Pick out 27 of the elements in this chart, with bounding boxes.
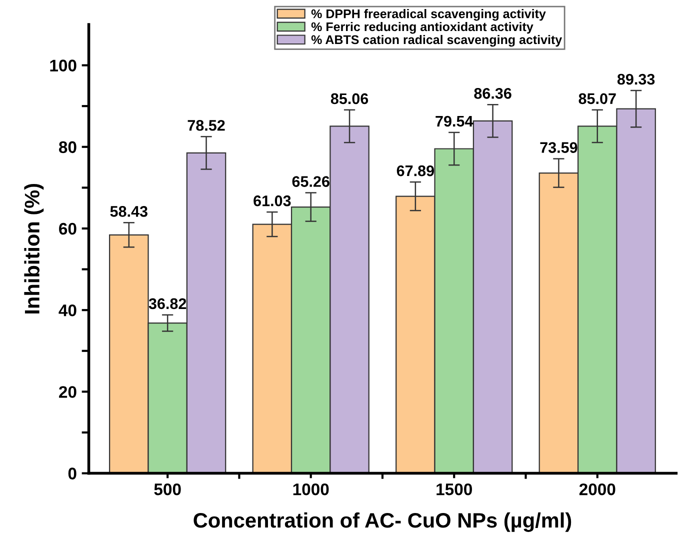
- x-axis-title: Concentration of AC- CuO NPs (µg/ml): [194, 512, 572, 532]
- data-label: 58.43: [110, 206, 148, 217]
- data-label: 85.06: [330, 93, 368, 104]
- legend-label: % Ferric reducing antioxidant activity: [311, 22, 534, 34]
- legend-label: % DPPH freeradical scavenging activity: [311, 9, 546, 21]
- y-tick-label: 100: [50, 60, 76, 72]
- data-label: 73.59: [540, 142, 578, 153]
- y-tick-label: 80: [58, 141, 76, 154]
- data-label: 65.26: [292, 176, 330, 187]
- data-label: 85.07: [578, 93, 616, 104]
- x-tick-label: 1500: [436, 483, 472, 496]
- data-label: 89.33: [617, 74, 655, 85]
- y-axis-title: Inhibition (%): [24, 184, 44, 314]
- data-label: 79.54: [436, 116, 474, 127]
- x-tick-label: 2000: [579, 483, 616, 496]
- data-label: 67.89: [396, 165, 434, 176]
- y-tick-label: 20: [59, 386, 76, 398]
- y-tick-label: 60: [59, 222, 76, 235]
- y-tick-label: 0: [68, 468, 76, 480]
- x-tick-label: 1000: [293, 483, 329, 496]
- y-tick-label: 40: [58, 304, 76, 316]
- data-label: 86.36: [474, 88, 512, 99]
- data-label: 61.03: [254, 195, 291, 206]
- data-label: 36.82: [148, 298, 186, 310]
- data-label: 78.52: [188, 120, 225, 131]
- legend-label: % ABTS cation radical scavenging activity: [311, 34, 562, 47]
- x-tick-label: 500: [154, 483, 181, 496]
